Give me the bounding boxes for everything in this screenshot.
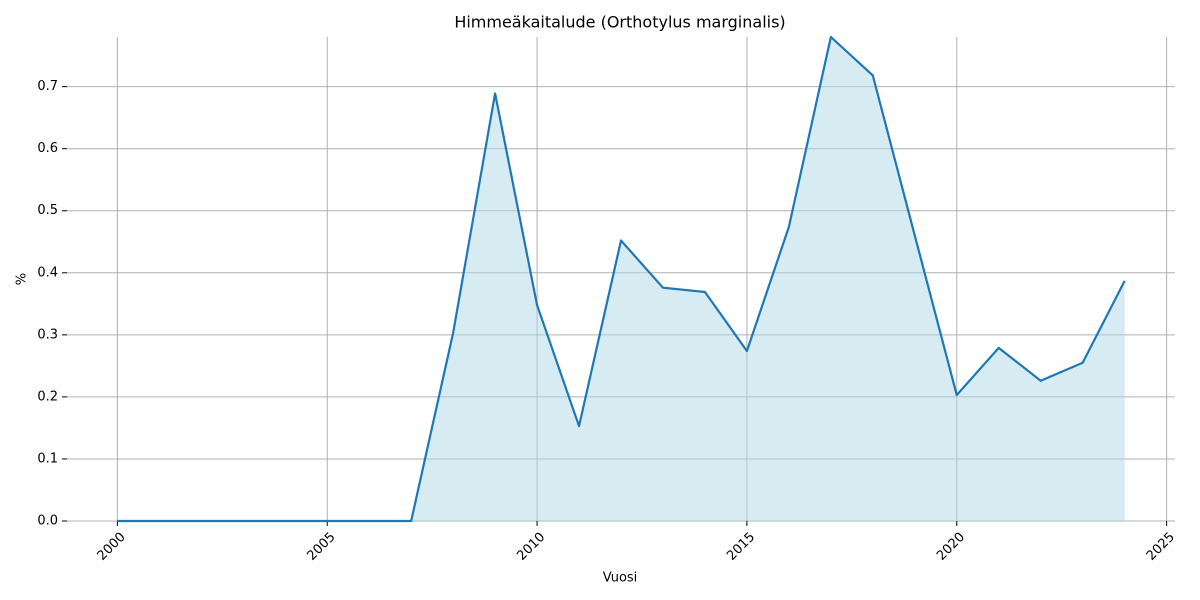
x-tick-label: 2005 bbox=[305, 530, 339, 564]
y-tick-label: 0.4 bbox=[37, 265, 58, 280]
y-tick-label: 0.6 bbox=[37, 141, 58, 156]
y-tick-label: 0.3 bbox=[37, 327, 58, 342]
area bbox=[117, 37, 1125, 521]
y-tick-label: 0.7 bbox=[37, 79, 58, 94]
chart-title: Himmeäkaitalude (Orthotylus marginalis) bbox=[454, 13, 785, 32]
x-tick-label: 2025 bbox=[1144, 530, 1178, 564]
y-tick-label: 0.0 bbox=[37, 514, 58, 529]
x-tick-label: 2015 bbox=[724, 530, 758, 564]
x-axis-label: Vuosi bbox=[603, 571, 638, 586]
x-tick-label: 2010 bbox=[514, 530, 548, 564]
x-tick-label: 2020 bbox=[934, 530, 968, 564]
x-tick-label: 2000 bbox=[95, 530, 129, 564]
y-tick-label: 0.2 bbox=[37, 389, 58, 404]
y-tick-label: 0.5 bbox=[37, 203, 58, 218]
line bbox=[117, 35, 1126, 523]
y-axis-label: % bbox=[15, 273, 30, 285]
y-tick-label: 0.1 bbox=[37, 451, 58, 466]
